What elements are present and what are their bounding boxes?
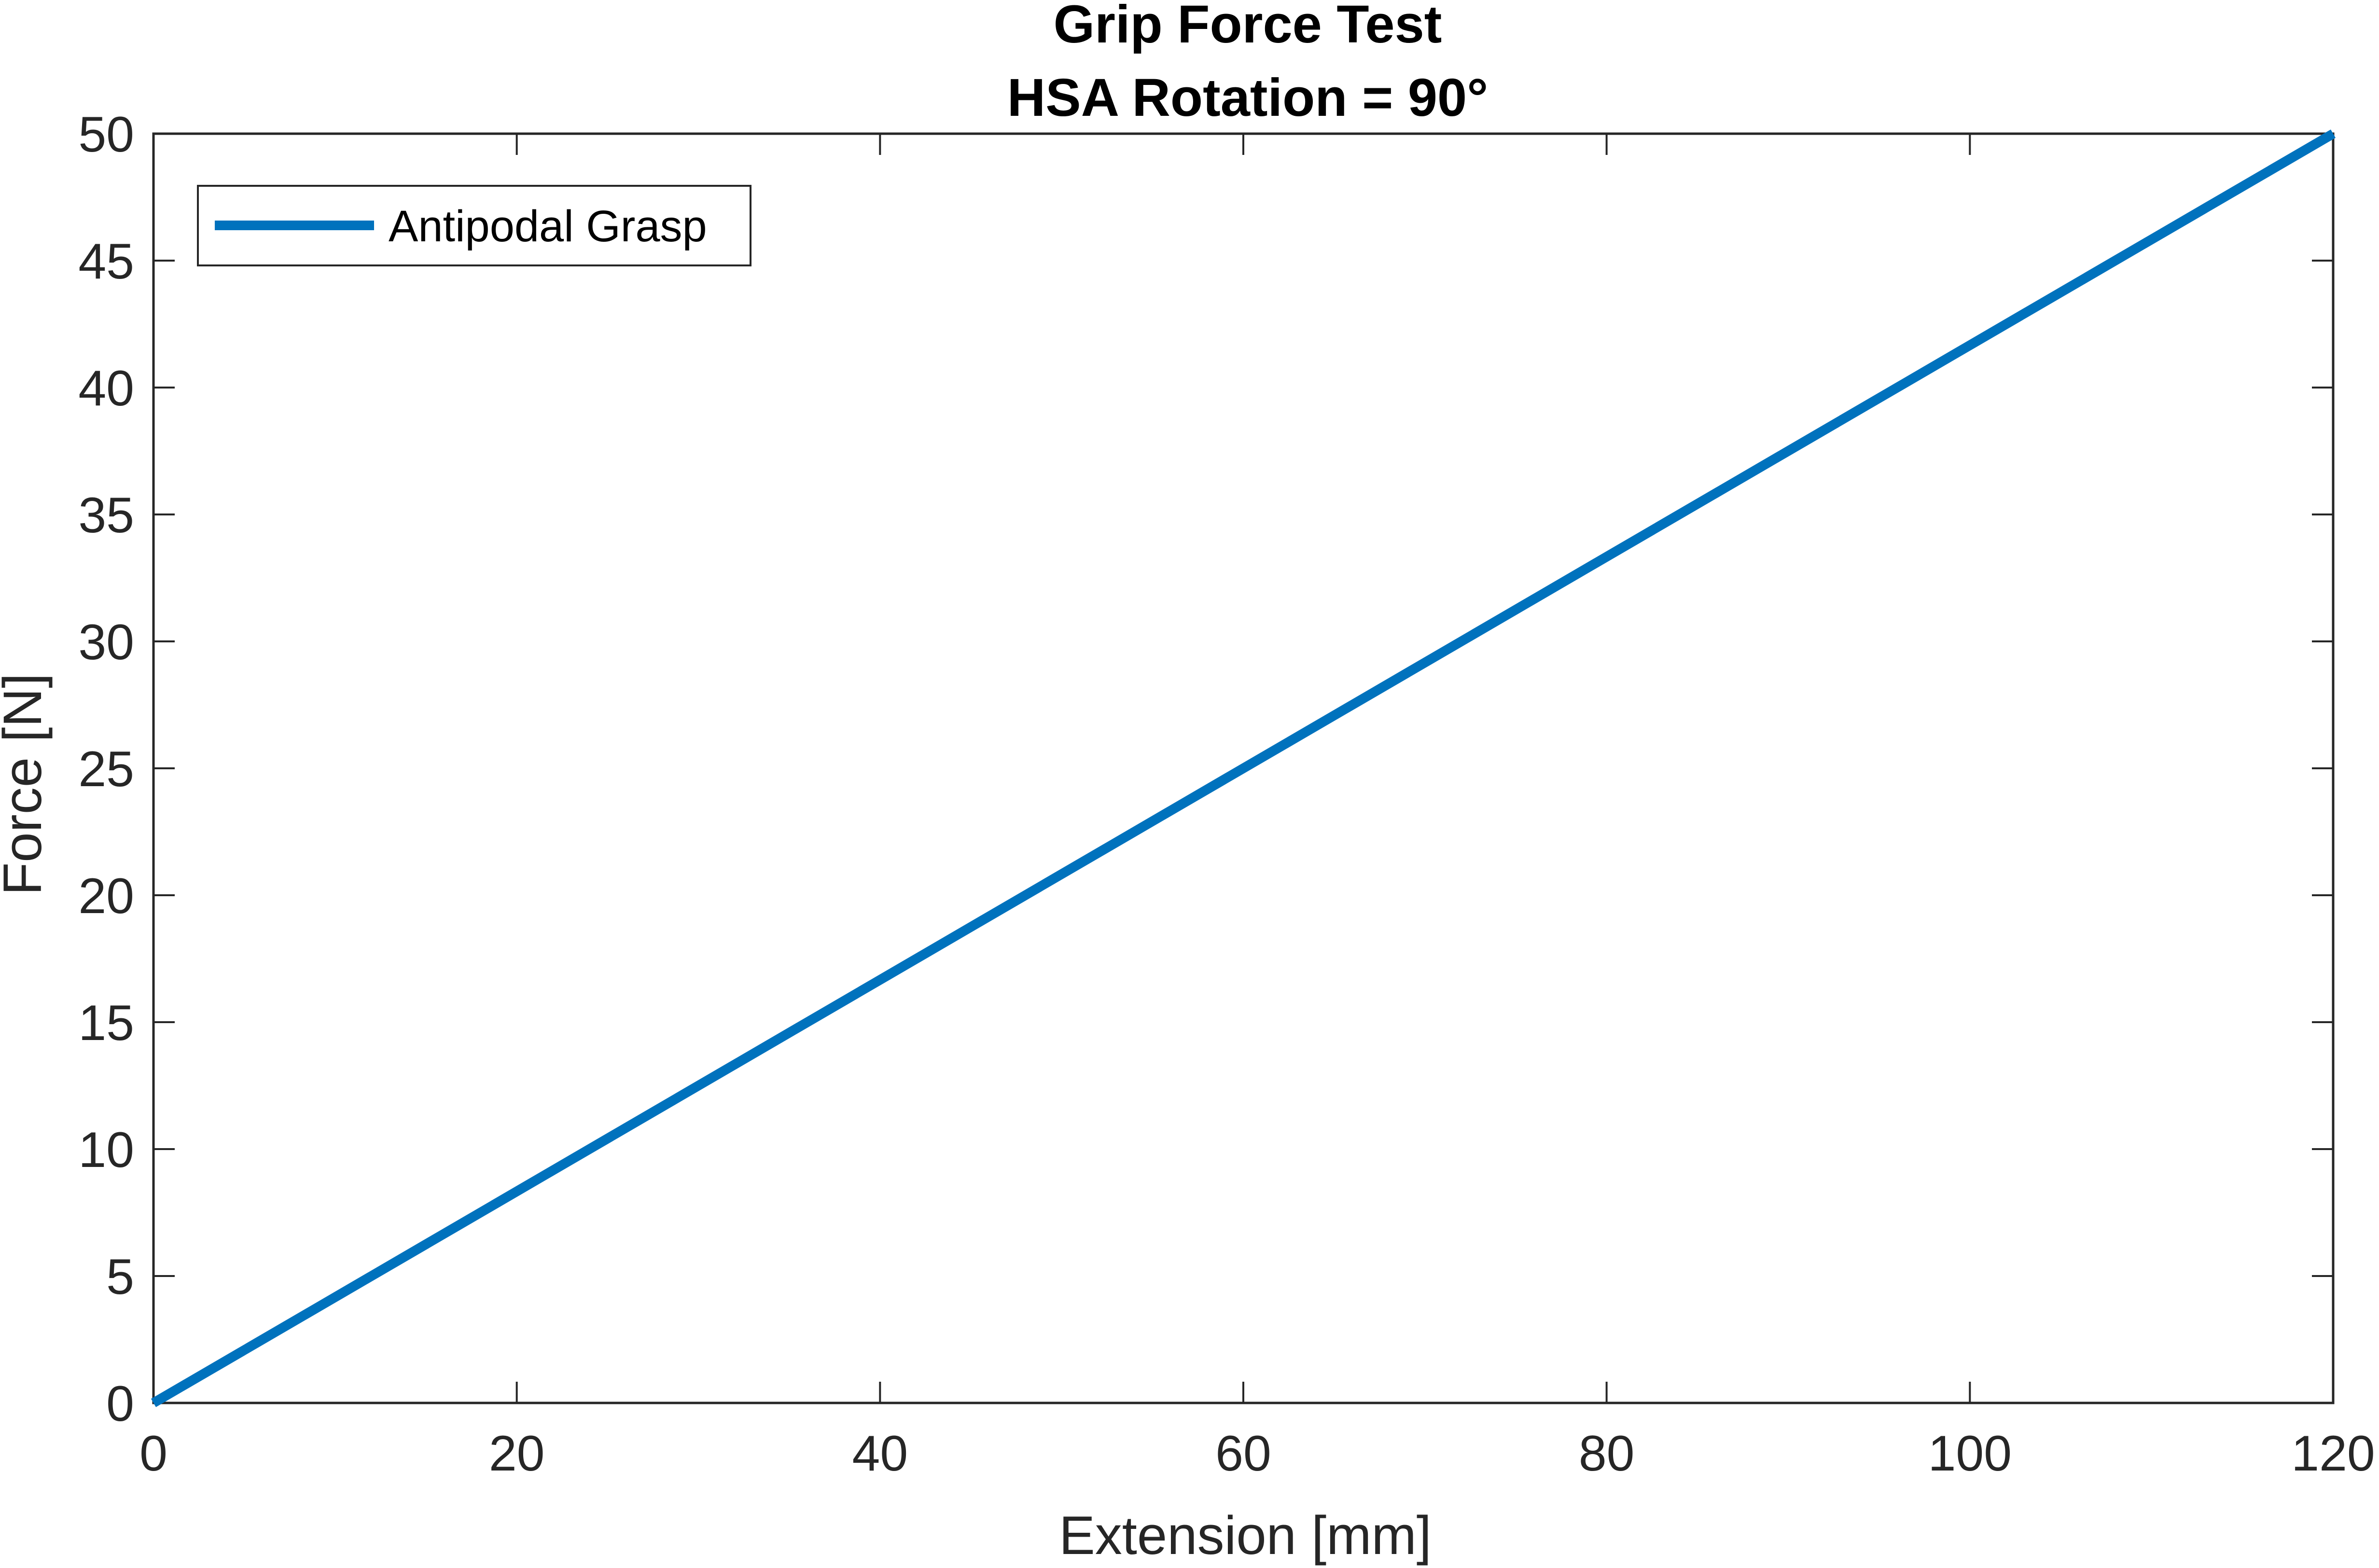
- y-tick-label: 5: [106, 1249, 134, 1305]
- x-tick-label: 0: [139, 1426, 167, 1482]
- series-line-1: [151, 129, 2336, 1407]
- y-tick-label: 0: [106, 1376, 134, 1432]
- y-tick-label: 35: [78, 487, 134, 543]
- chart-title: Grip Force Test: [1054, 0, 1442, 54]
- x-tick-label: 120: [2291, 1426, 2375, 1482]
- y-tick-label: 20: [78, 868, 134, 924]
- y-tick-label: 15: [78, 995, 134, 1051]
- y-axis-label: Force [N]: [0, 673, 53, 896]
- y-tick-label: 50: [78, 107, 134, 163]
- chart-subtitle: HSA Rotation = 90°: [1007, 68, 1488, 127]
- x-tick-label: 60: [1215, 1426, 1271, 1482]
- x-tick-label: 100: [1928, 1426, 2012, 1482]
- x-tick-label: 40: [852, 1426, 908, 1482]
- legend: Antipodal Grasp: [197, 185, 751, 266]
- x-axis-label: Extension [mm]: [1059, 1505, 1432, 1566]
- series-layer: [151, 129, 2336, 1407]
- tick-labels: 0 20 40 60 80 100 120 0 5 10 15 20 25 30 35 40 45 50: [78, 107, 2375, 1482]
- legend-entry-label: Antipodal Grasp: [389, 202, 707, 251]
- x-tick-label: 20: [489, 1426, 545, 1482]
- x-tick-label: 80: [1579, 1426, 1635, 1482]
- y-tick-label: 30: [78, 614, 134, 670]
- y-tick-label: 25: [78, 741, 134, 797]
- y-tick-label: 40: [78, 361, 134, 416]
- plot-area-frame: [152, 132, 2335, 1404]
- y-tick-label: 45: [78, 234, 134, 290]
- y-tick-label: 10: [78, 1122, 134, 1178]
